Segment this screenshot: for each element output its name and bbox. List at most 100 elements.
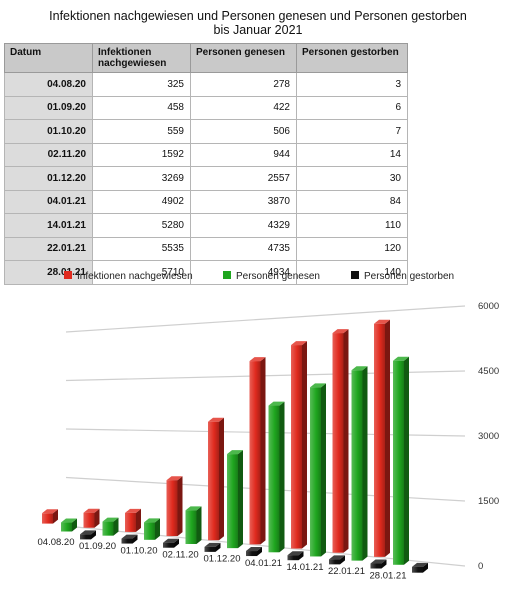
legend-label: Personen gestorben xyxy=(364,271,454,282)
x-tick-label: 28.01.21 xyxy=(370,570,407,581)
cell-recovered: 278 xyxy=(190,72,297,97)
cell-date: 14.01.21 xyxy=(4,213,93,238)
legend-swatch xyxy=(351,271,359,279)
bar xyxy=(370,559,387,569)
cell-deaths: 30 xyxy=(296,166,408,191)
data-table: Datum Infektionen nachgewiesen Personen … xyxy=(4,43,408,285)
bar xyxy=(287,551,304,561)
bar xyxy=(412,562,428,573)
y-tick-label: 3000 xyxy=(478,431,499,442)
bar xyxy=(166,476,183,537)
cell-recovered: 4735 xyxy=(190,236,297,261)
bar-chart: Infektionen nachgewiesen Personen genesen… xyxy=(38,271,499,581)
page-title: Infektionen nachgewiesen und Personen ge… xyxy=(0,9,516,37)
legend-label: Infektionen nachgewiesen xyxy=(77,271,193,282)
bar xyxy=(61,518,77,532)
cell-recovered: 3870 xyxy=(190,189,297,214)
table-row: 04.01.21 4902 3870 84 xyxy=(4,189,408,214)
column-header-date: Datum xyxy=(4,43,93,73)
bar xyxy=(42,509,58,524)
cell-date: 01.12.20 xyxy=(4,166,93,191)
bar xyxy=(329,555,345,565)
bar xyxy=(310,383,326,557)
table-row: 01.12.20 3269 2557 30 xyxy=(4,166,408,191)
y-tick-label: 0 xyxy=(478,561,483,572)
cell-infections: 5535 xyxy=(92,236,191,261)
cell-deaths: 14 xyxy=(296,142,408,167)
legend-label: Personen genesen xyxy=(236,271,320,282)
cell-infections: 3269 xyxy=(92,166,191,191)
x-tick-label: 22.01.21 xyxy=(328,566,365,577)
cell-date: 02.11.20 xyxy=(4,142,93,167)
cell-date: 04.01.21 xyxy=(4,189,93,214)
table-row: 22.01.21 5535 4735 120 xyxy=(4,236,408,261)
column-header-recovered: Personen genesen xyxy=(190,43,297,73)
column-header-deaths: Personen gestorben xyxy=(296,43,408,73)
table-row: 02.11.20 1592 944 14 xyxy=(4,142,408,167)
x-tick-label: 04.08.20 xyxy=(38,537,75,548)
bar xyxy=(249,357,266,545)
y-tick-label: 4500 xyxy=(478,366,499,377)
legend-swatch xyxy=(223,271,231,279)
cell-deaths: 3 xyxy=(296,72,408,97)
cell-deaths: 6 xyxy=(296,95,408,120)
x-tick-label: 01.09.20 xyxy=(79,541,116,552)
bar xyxy=(374,319,390,557)
bar xyxy=(185,506,202,544)
bar xyxy=(246,547,262,557)
column-header-infections: Infektionen nachgewiesen xyxy=(92,43,191,73)
title-line-2: bis Januar 2021 xyxy=(213,23,303,37)
cell-date: 01.09.20 xyxy=(4,95,93,120)
cell-date: 04.08.20 xyxy=(4,72,93,97)
bar xyxy=(83,508,100,528)
table-row: 01.10.20 559 506 7 xyxy=(4,119,408,144)
cell-deaths: 110 xyxy=(296,213,408,238)
bar xyxy=(163,538,179,548)
x-tick-label: 01.10.20 xyxy=(121,545,158,556)
bar xyxy=(351,366,368,561)
legend-swatch xyxy=(64,271,72,279)
bar xyxy=(332,329,349,553)
x-tick-label: 04.01.21 xyxy=(245,558,282,569)
table-row: 01.09.20 458 422 6 xyxy=(4,95,408,120)
cell-infections: 5710 xyxy=(92,260,191,285)
table-header-row: Datum Infektionen nachgewiesen Personen … xyxy=(4,43,408,73)
cell-date: 01.10.20 xyxy=(4,119,93,144)
bar xyxy=(393,356,409,565)
bar xyxy=(144,518,160,540)
bar xyxy=(121,534,138,544)
bar xyxy=(80,530,96,540)
x-tick-label: 14.01.21 xyxy=(287,562,324,573)
cell-deaths: 120 xyxy=(296,236,408,261)
cell-infections: 1592 xyxy=(92,142,191,167)
bar xyxy=(125,508,141,532)
cell-infections: 458 xyxy=(92,95,191,120)
bar xyxy=(227,450,243,549)
cell-recovered: 4934 xyxy=(190,260,297,285)
cell-deaths: 84 xyxy=(296,189,408,214)
bar xyxy=(291,341,307,549)
bar xyxy=(102,517,119,536)
cell-infections: 5280 xyxy=(92,213,191,238)
y-tick-label: 6000 xyxy=(478,301,499,312)
cell-infections: 325 xyxy=(92,72,191,97)
bar xyxy=(208,417,224,541)
x-tick-label: 02.11.20 xyxy=(162,549,198,560)
table-row: 28.01.2157104934140 xyxy=(4,260,408,285)
bar xyxy=(268,401,285,553)
cell-infections: 559 xyxy=(92,119,191,144)
cell-recovered: 944 xyxy=(190,142,297,167)
cell-recovered: 4329 xyxy=(190,213,297,238)
cell-recovered: 506 xyxy=(190,119,297,144)
cell-deaths: 140 xyxy=(296,260,408,285)
y-tick-label: 1500 xyxy=(478,496,499,507)
table-body: 04.08.20 325 278 3 01.09.20 458 422 6 01.10.20 55… xyxy=(4,72,408,285)
cell-infections: 4902 xyxy=(92,189,191,214)
x-tick-label: 01.12.20 xyxy=(204,554,241,565)
gridline xyxy=(65,305,466,333)
title-line-1: Infektionen nachgewiesen und Personen ge… xyxy=(49,9,467,23)
table-row: 14.01.21 5280 4329 110 xyxy=(4,213,408,238)
cell-recovered: 422 xyxy=(190,95,297,120)
cell-recovered: 2557 xyxy=(190,166,297,191)
bar xyxy=(204,542,221,552)
